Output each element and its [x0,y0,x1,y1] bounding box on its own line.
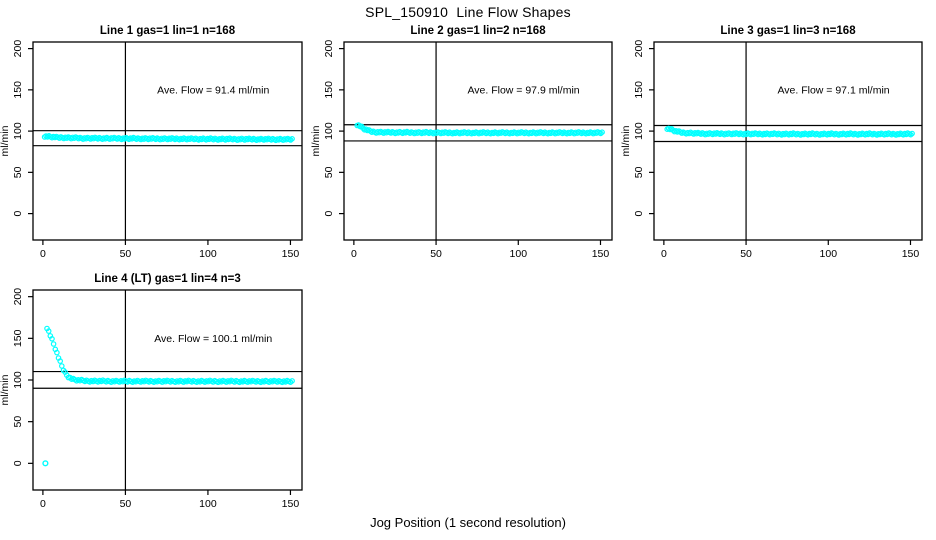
data-point [668,126,675,132]
ave-flow-annotation: Ave. Flow = 100.1 ml/min [154,333,272,345]
data-point [45,328,52,334]
data-point [909,130,915,137]
x-tick-label: 150 [282,248,300,260]
x-tick-label: 100 [199,248,217,260]
y-tick-label: 50 [12,416,24,428]
x-tick-label: 50 [120,248,132,260]
y-tick-label: 200 [12,288,24,306]
x-tick-label: 0 [40,498,46,510]
y-tick-label: 100 [12,371,24,389]
y-axis-label: ml/min [310,125,322,156]
y-tick-label: 0 [323,211,335,217]
data-point [50,341,57,347]
x-tick-label: 100 [199,498,217,510]
x-axis-label: Jog Position (1 second resolution) [370,515,566,530]
data-point [54,349,60,356]
panel-title: Line 1 gas=1 lin=1 n=168 [100,25,236,37]
data-point [58,363,65,369]
x-tick-label: 100 [510,248,528,260]
y-tick-label: 50 [323,166,335,178]
x-tick-label: 0 [351,248,357,260]
outlier-point [42,460,49,467]
x-tick-label: 150 [592,248,610,260]
data-point [57,358,64,364]
y-tick-label: 100 [12,122,24,140]
data-point [289,136,295,142]
data-point [49,335,55,342]
panel-1: Line 1 gas=1 lin=1 n=168 0 50 100 150 0 50 100 1… [0,25,303,260]
panel-title: Line 3 gas=1 lin=3 n=168 [720,25,856,37]
x-tick-label: 50 [120,498,132,510]
x-tick-label: 50 [430,248,442,260]
y-tick-label: 200 [12,40,24,58]
y-axis-label: ml/min [0,125,11,156]
panel-title: Line 4 (LT) gas=1 lin=4 n=3 [94,273,240,285]
x-tick-label: 50 [740,248,752,260]
plot-box [32,289,303,491]
y-tick-label: 200 [633,40,645,58]
y-tick-label: 100 [633,122,645,140]
y-tick-label: 0 [12,460,24,466]
y-axis-label: ml/min [0,374,11,405]
panel-3: Line 3 gas=1 lin=3 n=168 0 50 100 150 0 50 100 1… [620,25,923,260]
data-point [289,378,295,384]
y-tick-label: 50 [12,166,24,178]
data-point [363,126,369,133]
data-point [599,129,605,136]
y-tick-label: 150 [12,329,24,347]
x-tick-label: 0 [40,248,46,260]
ave-flow-annotation: Ave. Flow = 97.9 ml/min [467,84,579,96]
y-tick-label: 150 [323,81,335,99]
y-tick-label: 0 [12,211,24,217]
ave-flow-annotation: Ave. Flow = 91.4 ml/min [157,84,269,96]
x-tick-label: 0 [661,248,667,260]
main-title: SPL_150910 Line Flow Shapes [365,4,571,20]
y-tick-label: 100 [323,122,335,140]
panel-2: Line 2 gas=1 lin=2 n=168 0 50 100 150 0 50 100 1… [310,25,613,260]
y-tick-label: 0 [633,211,645,217]
x-tick-label: 150 [282,498,300,510]
y-tick-label: 150 [633,81,645,99]
y-tick-label: 200 [323,40,335,58]
panel-title: Line 2 gas=1 lin=2 n=168 [410,25,546,37]
ave-flow-annotation: Ave. Flow = 97.1 ml/min [777,84,889,96]
panel-4: Line 4 (LT) gas=1 lin=4 n=3 0 50 100 150 0 50 1… [0,273,303,510]
plot-box [32,41,303,241]
x-tick-label: 100 [820,248,838,260]
x-tick-label: 150 [902,248,920,260]
y-tick-label: 50 [633,166,645,178]
y-axis-label: ml/min [620,125,632,156]
y-tick-label: 150 [12,81,24,99]
